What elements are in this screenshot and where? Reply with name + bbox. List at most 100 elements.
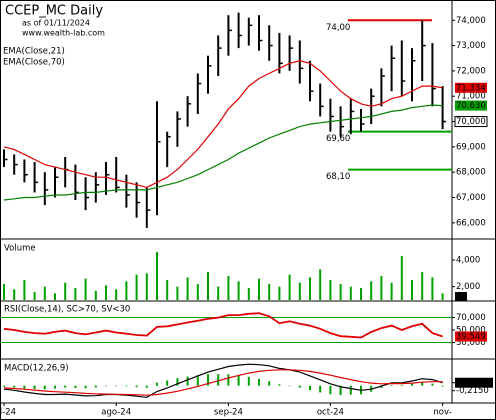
- y-tick-label: 30,000: [456, 338, 486, 348]
- y-tick-label: 0,1263: [456, 378, 486, 388]
- histogram-bar: [196, 375, 199, 386]
- series-line: [3, 363, 443, 398]
- series-line: [3, 369, 443, 396]
- volume-bar: [217, 286, 220, 300]
- histogram-bar: [288, 385, 291, 387]
- volume-bar: [339, 284, 342, 300]
- histogram-bar: [441, 385, 444, 387]
- x-tick-label: sep-24: [214, 408, 243, 418]
- volume-bar: [370, 281, 373, 300]
- y-tick-label: 4,000: [456, 256, 480, 266]
- histogram-bar: [319, 385, 322, 393]
- histogram-bar: [268, 381, 271, 386]
- legend-entry: EMA(Close,21): [3, 47, 65, 57]
- series-line: [3, 312, 443, 339]
- series-line: [3, 104, 443, 201]
- volume-bar: [64, 282, 67, 300]
- volume-bar: [135, 274, 138, 300]
- histogram-bar: [43, 385, 46, 390]
- histogram-bar: [298, 385, 301, 388]
- histogram-bar: [237, 375, 240, 386]
- volume-bar: [156, 252, 158, 300]
- y-tick-label: 2,000: [456, 282, 480, 292]
- histogram-bar: [186, 376, 189, 386]
- x-tick-label: ago-24: [101, 408, 131, 418]
- volume-bar: [186, 277, 189, 300]
- histogram-bar: [411, 383, 413, 386]
- histogram-bar: [278, 384, 281, 386]
- volume-bar: [441, 293, 444, 300]
- histogram-bar: [329, 385, 332, 395]
- panel-title: Volume: [4, 244, 36, 254]
- y-tick-label: 50,000: [456, 326, 486, 336]
- panel-title: MACD(12,26,9): [4, 364, 69, 374]
- histogram-bar: [400, 384, 403, 386]
- histogram-bar: [247, 376, 250, 386]
- histogram-bar: [390, 384, 393, 386]
- histogram-bar: [176, 378, 179, 386]
- y-tick-label: 67,000: [456, 193, 486, 203]
- last-label: 70,000: [456, 117, 486, 127]
- histogram-bar: [64, 385, 67, 388]
- y-tick-label: 74,000: [456, 16, 486, 26]
- histogram-bar: [54, 385, 56, 389]
- volume-bar: [329, 280, 332, 300]
- volume-bar: [227, 276, 230, 300]
- volume-bar: [23, 280, 26, 300]
- volume-bar: [207, 272, 209, 300]
- volume-bar: [13, 289, 16, 300]
- volume-bar: [94, 290, 97, 300]
- histogram-bar: [166, 380, 169, 386]
- x-tick-label: jul-24: [0, 408, 16, 418]
- volume-bar: [74, 288, 77, 300]
- histogram-bar: [94, 385, 97, 388]
- histogram-bar: [217, 374, 220, 386]
- histogram-bar: [227, 374, 230, 386]
- y-tick-label: 66,000: [456, 218, 486, 228]
- volume-bar: [278, 286, 281, 300]
- histogram-bar: [258, 378, 260, 386]
- x-tick-label: oct-24: [317, 408, 344, 418]
- last-label-bg: [455, 100, 487, 111]
- volume-bar: [247, 288, 250, 300]
- volume-bar: [319, 269, 322, 300]
- level-label: 74,00: [326, 23, 350, 33]
- level-label: 69,60: [326, 134, 350, 144]
- histogram-bar: [135, 385, 138, 388]
- histogram-bar: [74, 385, 77, 388]
- x-tick-label: nov-: [433, 408, 451, 418]
- volume-bar: [3, 284, 5, 300]
- volume-bar: [411, 280, 413, 300]
- histogram-bar: [349, 385, 352, 395]
- volume-bar: [125, 281, 128, 300]
- histogram-bar: [156, 382, 158, 386]
- histogram-bar: [421, 382, 424, 386]
- y-tick-label: 69,000: [456, 142, 486, 152]
- volume-bar: [268, 284, 271, 300]
- histogram-bar: [23, 385, 26, 389]
- volume-bar: [421, 272, 424, 300]
- y-tick-label: 68,000: [456, 168, 486, 178]
- histogram-bar: [207, 374, 209, 386]
- last-label-bg: [455, 82, 487, 93]
- histogram-bar: [115, 385, 118, 387]
- last-label: 39,549: [456, 332, 486, 342]
- volume-bar: [105, 285, 107, 300]
- volume-bar: [43, 286, 46, 300]
- last-label-bg: [454, 116, 488, 128]
- source: www.wealth-lab.com: [22, 29, 105, 38]
- volume-bar: [288, 274, 291, 300]
- volume-bar: [145, 273, 148, 300]
- volume-bar: [380, 276, 383, 300]
- level-label: 68,10: [326, 172, 350, 182]
- volume-bar: [349, 286, 352, 300]
- last-label: 71,334: [456, 83, 486, 93]
- series-line: [3, 60, 443, 189]
- panel-title: RSI(Close,14), SC>70, SV<30: [4, 305, 130, 315]
- subtitle: as of 01/11/2024: [22, 19, 90, 28]
- y-tick-label: -0,2150: [456, 386, 489, 396]
- histogram-bar: [105, 385, 107, 387]
- volume-bar: [196, 284, 199, 300]
- volume-bar: [390, 282, 393, 300]
